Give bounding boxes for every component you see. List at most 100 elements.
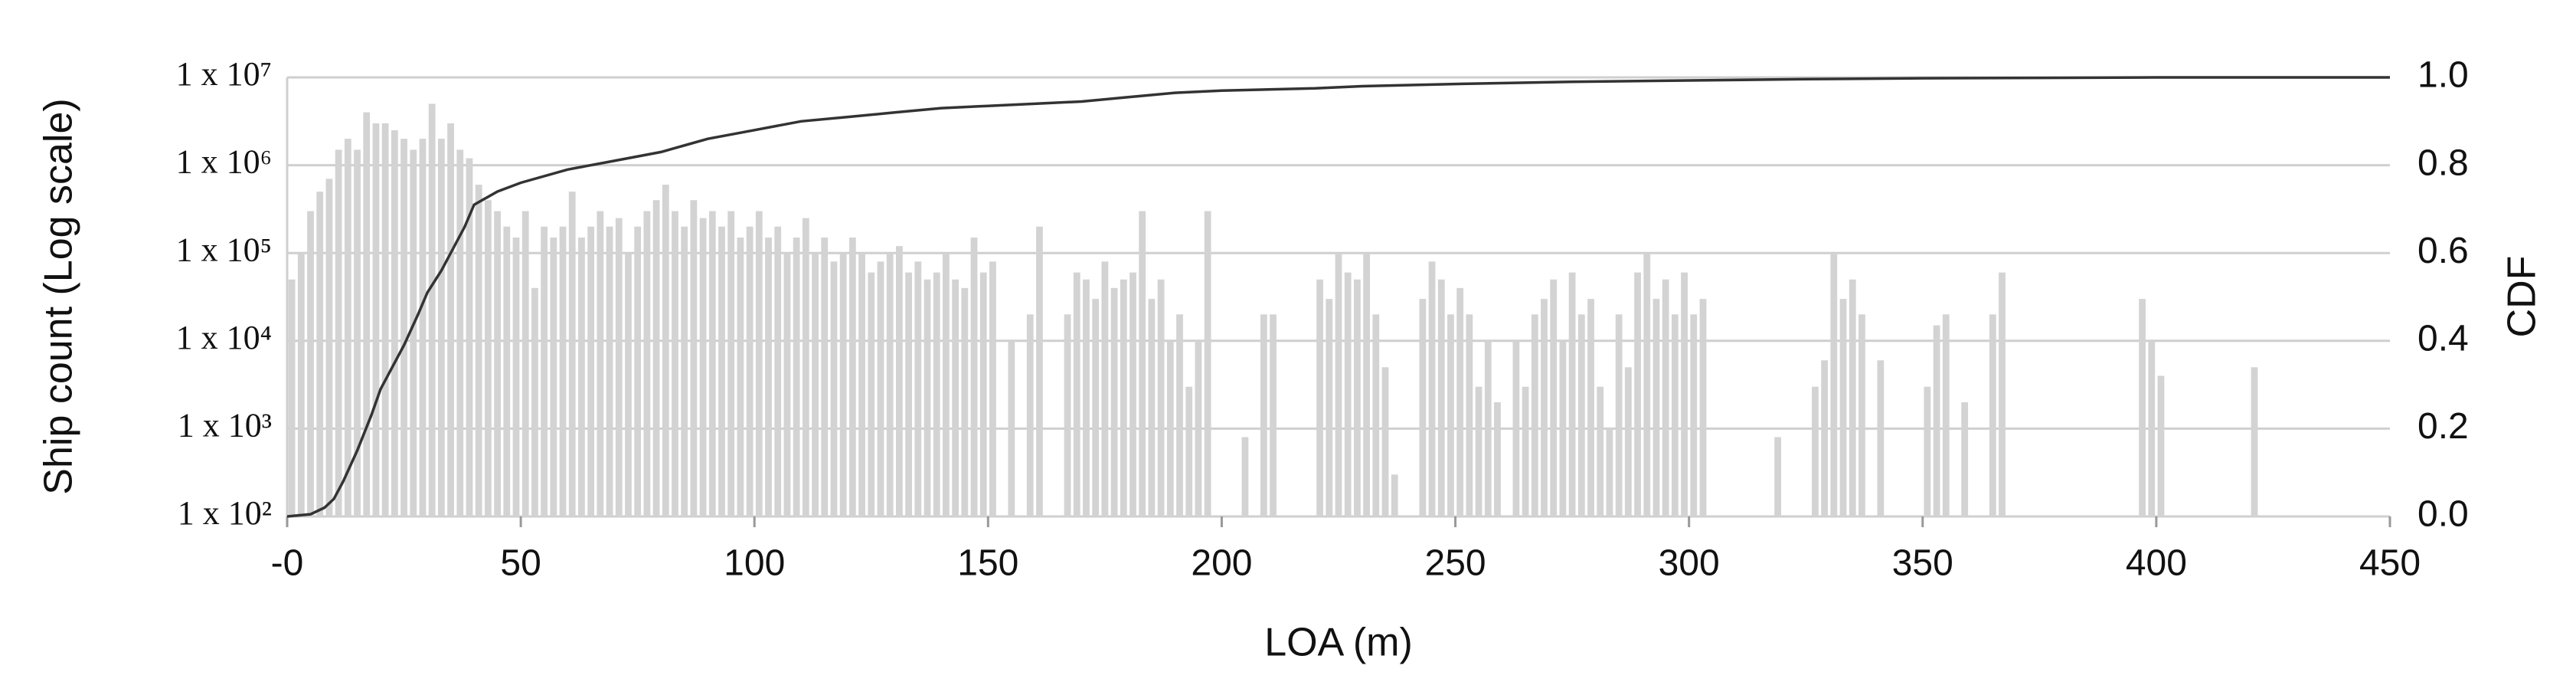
bar — [1522, 386, 1529, 516]
bar — [1839, 299, 1847, 516]
y2-tick-label: 1.0 — [2417, 55, 2469, 96]
bar — [1541, 299, 1548, 516]
bar — [1597, 386, 1604, 516]
bar — [848, 238, 856, 516]
x-tick-label: 150 — [957, 543, 1018, 584]
bar — [1363, 253, 1371, 516]
bar — [1858, 314, 1865, 516]
bar — [615, 218, 623, 516]
bar — [437, 139, 445, 516]
bar — [755, 211, 763, 516]
bar — [419, 139, 427, 516]
y-tick-label: 1 x 10³ — [178, 406, 272, 444]
bar — [381, 123, 389, 517]
bar — [559, 226, 567, 516]
bar — [1671, 314, 1679, 516]
bar — [1942, 314, 1950, 516]
bar — [1166, 340, 1174, 516]
bar — [2139, 299, 2146, 516]
bar — [793, 238, 800, 516]
bar — [597, 211, 604, 516]
bar — [1148, 299, 1156, 516]
y2-axis-title: CDF — [2500, 256, 2545, 338]
bar — [1391, 474, 1398, 516]
bar — [1008, 340, 1015, 516]
y2-tick-label: 0.8 — [2417, 143, 2469, 183]
bar — [783, 253, 791, 516]
bar — [541, 226, 548, 516]
bar — [1344, 272, 1352, 516]
bar — [1241, 437, 1249, 516]
bar — [765, 238, 772, 516]
bar — [485, 200, 492, 516]
bar — [1924, 386, 1931, 516]
bar — [718, 226, 725, 516]
bar — [970, 238, 978, 516]
bar — [821, 238, 829, 516]
bar — [1092, 299, 1100, 516]
bar — [690, 200, 698, 516]
bar — [774, 226, 782, 516]
bar — [372, 123, 380, 517]
bar — [2157, 375, 2165, 516]
bar — [672, 211, 678, 516]
x-tick-label: 350 — [1892, 543, 1953, 584]
y-axis-title: Ship count (Log scale) — [37, 98, 81, 494]
bar — [1475, 386, 1483, 516]
bar — [1260, 314, 1267, 516]
y-tick-label: 1 x 10⁴ — [176, 319, 272, 356]
bar — [1073, 272, 1080, 516]
bar — [316, 192, 324, 517]
bar — [1643, 253, 1651, 516]
bar — [1372, 314, 1380, 516]
x-tick-label: 450 — [2359, 543, 2421, 584]
bar — [1821, 360, 1829, 516]
bar — [550, 238, 557, 516]
bar — [1634, 272, 1641, 516]
bar — [1326, 299, 1333, 516]
bar — [681, 226, 688, 516]
y-tick-label: 1 x 10⁵ — [176, 231, 272, 268]
bar — [1662, 279, 1669, 516]
bar — [1316, 279, 1323, 516]
bar — [447, 123, 454, 517]
bar — [1195, 340, 1202, 516]
bar — [989, 261, 996, 516]
bar — [428, 103, 436, 516]
bar — [587, 226, 595, 516]
bar — [568, 192, 576, 517]
bar — [1419, 299, 1427, 516]
bar — [1877, 360, 1885, 516]
y-tick-label: 1 x 10² — [178, 494, 272, 532]
bar — [868, 272, 875, 516]
bar — [708, 211, 716, 516]
bar — [1550, 279, 1558, 516]
bar — [400, 139, 407, 516]
bar — [2251, 367, 2258, 516]
bar — [830, 261, 838, 516]
bar — [391, 129, 398, 516]
bar — [1624, 367, 1632, 516]
bar — [456, 149, 464, 517]
bar — [606, 226, 613, 516]
bar — [812, 253, 819, 516]
x-tick-label: 50 — [500, 543, 541, 584]
bar — [886, 253, 894, 516]
bar — [1354, 279, 1361, 516]
x-tick-label: 400 — [2126, 543, 2187, 584]
bar — [521, 211, 529, 516]
bar — [410, 149, 417, 517]
x-tick-label: 100 — [724, 543, 785, 584]
bar — [503, 226, 511, 516]
cdf-line — [286, 76, 2390, 518]
bar — [297, 253, 305, 516]
bar — [1447, 314, 1454, 516]
bar — [2148, 340, 2156, 516]
bar — [1466, 314, 1473, 516]
bar — [1335, 253, 1342, 516]
bar — [1083, 279, 1090, 516]
x-tick-label: -0 — [271, 543, 304, 584]
y-tick-label: 1 x 10⁷ — [176, 55, 272, 93]
bar — [1812, 386, 1819, 516]
